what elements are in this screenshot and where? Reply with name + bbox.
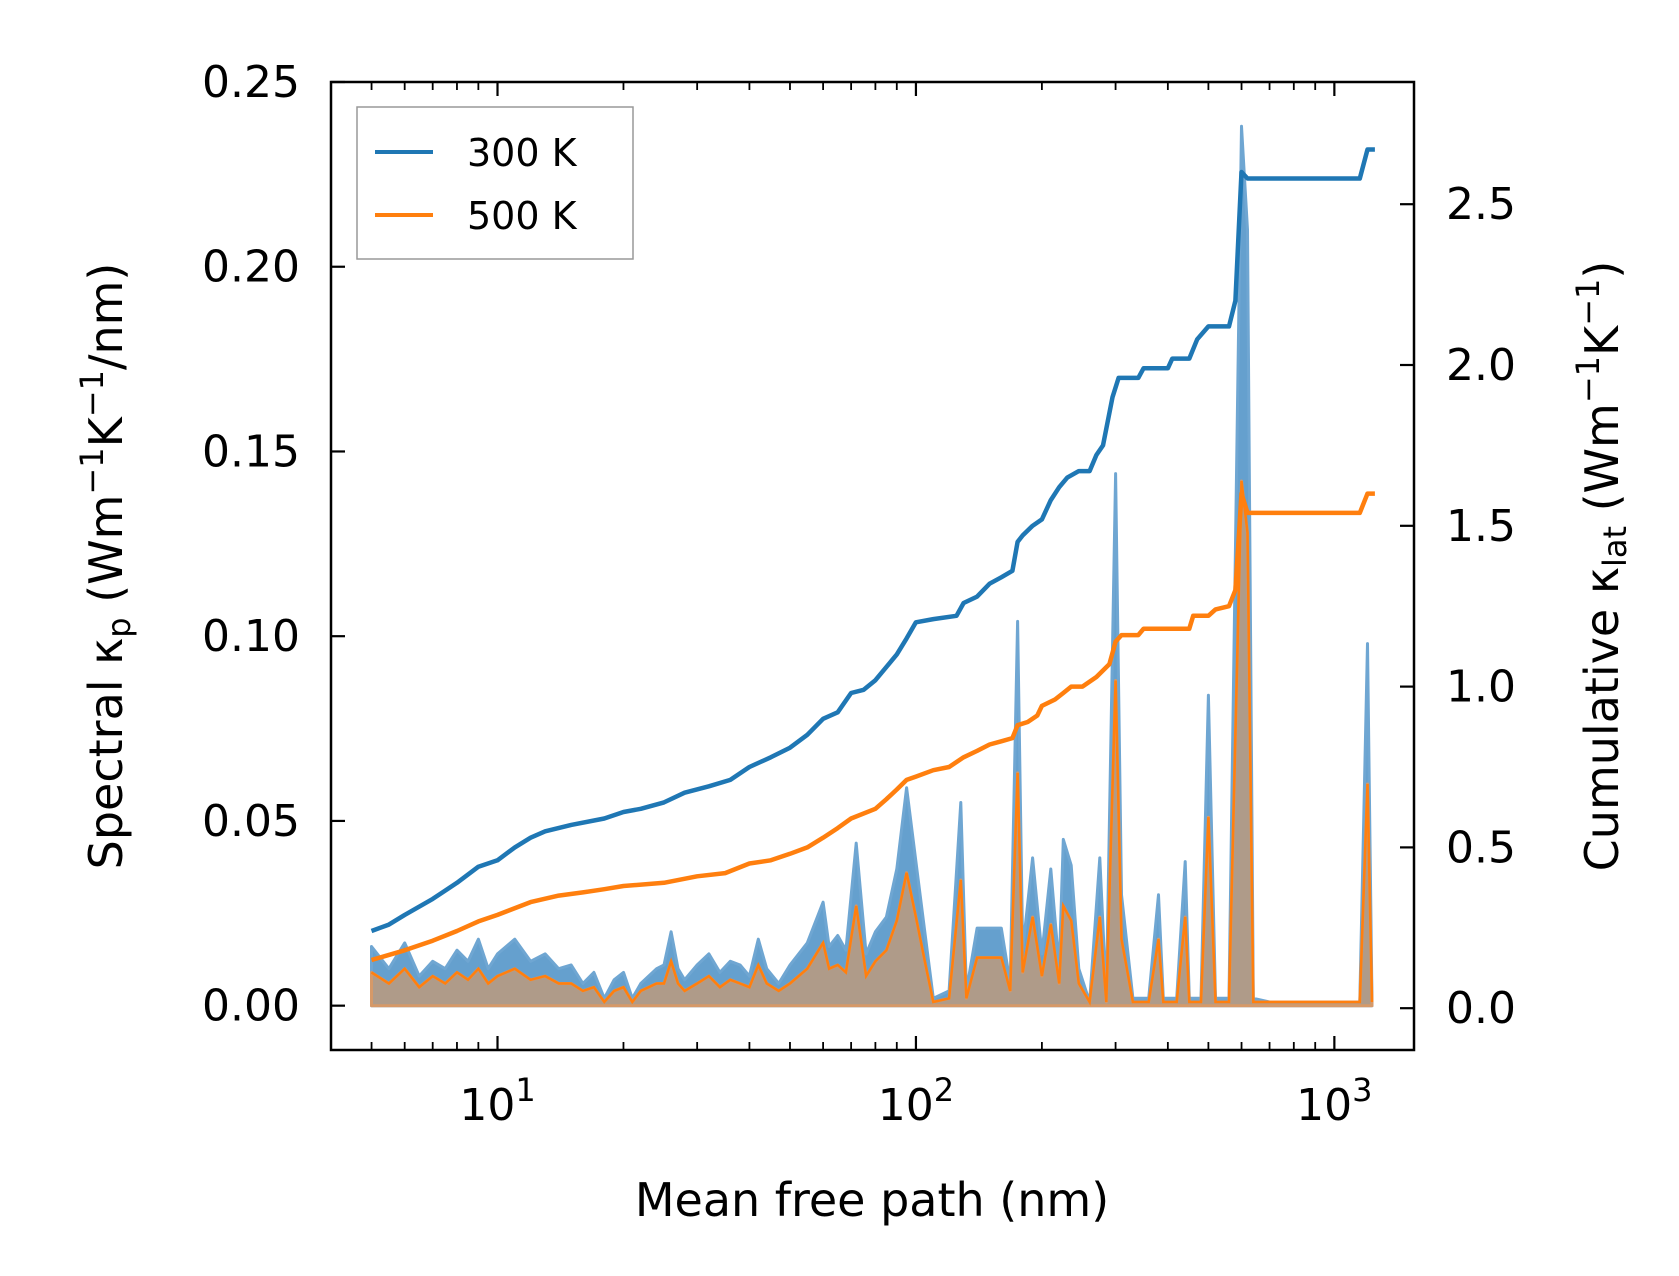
cumulative-line-300k [370, 147, 1375, 934]
y-right-tick-label: 2.0 [1446, 340, 1516, 391]
spectral-areas [370, 124, 1374, 1008]
y-left-tick-label: 0.10 [202, 611, 300, 662]
axis-ticks: 101 102 103 0.00 0.05 0.10 0.15 0.20 0.25 0.0 0.5 1… [202, 57, 1516, 1131]
y-left-tick-label: 0.15 [202, 426, 300, 477]
y-left-tick-label: 0.00 [202, 981, 300, 1032]
legend-label-500k: 500 K [467, 194, 578, 238]
y-axis-left-title: Spectral κp (Wm−1K−1/nm) [73, 263, 138, 870]
legend: 300 K 500 K [356, 106, 634, 260]
legend-frame [356, 106, 634, 260]
legend-label-300k: 300 K [467, 131, 578, 175]
cumulative-lines [370, 147, 1375, 963]
cumulative-line-500k [370, 491, 1375, 963]
y-right-tick-label: 0.5 [1446, 822, 1516, 873]
y-right-tick-label: 1.0 [1446, 662, 1516, 713]
x-axis-title: Mean free path (nm) [635, 1173, 1109, 1227]
y-right-tick-label: 2.5 [1446, 179, 1516, 230]
plot-frame [329, 80, 1416, 1052]
y-axis-right-title: Cumulative κlat (Wm−1K−1) [1569, 261, 1634, 872]
y-left-tick-label: 0.05 [202, 796, 300, 847]
spectral-area-300k [370, 124, 1374, 1008]
y-left-tick-label: 0.25 [202, 57, 300, 108]
y-left-tick-label: 0.20 [202, 242, 300, 293]
y-right-tick-label: 1.5 [1446, 501, 1516, 552]
x-tick-label: 101 [459, 1071, 535, 1131]
y-right-tick-label: 0.0 [1446, 983, 1516, 1034]
x-tick-label: 102 [878, 1071, 954, 1131]
x-tick-label: 103 [1296, 1071, 1372, 1131]
spectral-line-500k [370, 480, 1374, 1006]
